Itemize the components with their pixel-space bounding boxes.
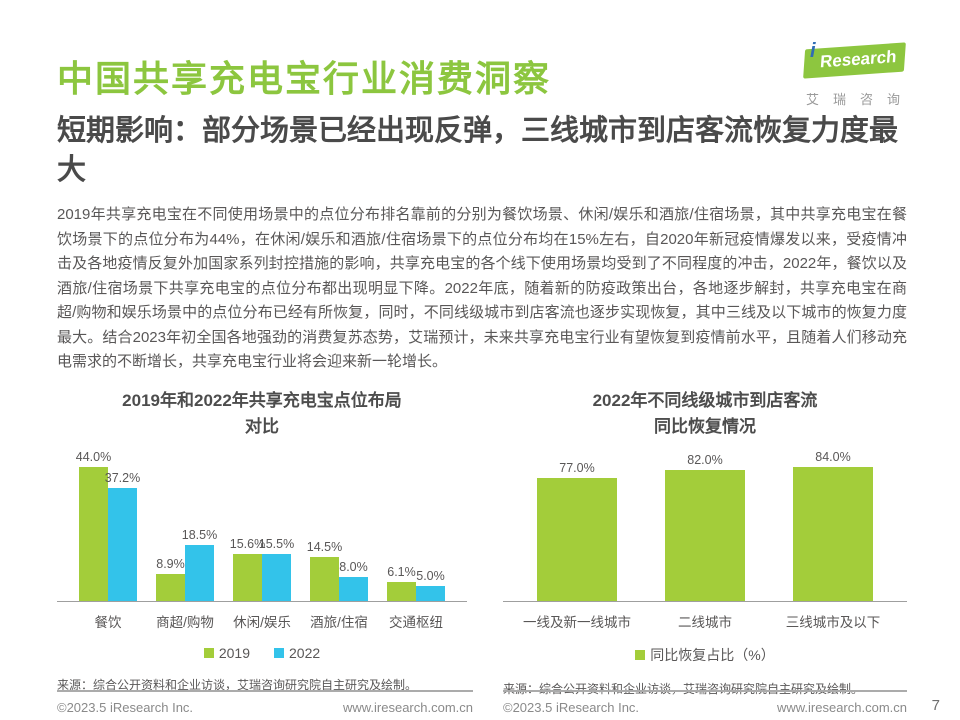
website-text: www.iresearch.com.cn (776, 700, 907, 715)
legend-item: 同比恢复占比（%） (635, 645, 775, 665)
bar-column: 44.0% (75, 450, 112, 601)
bar-group: 6.1% 5.0% (387, 565, 445, 601)
bar (79, 467, 108, 601)
chart-point-distribution: 2019年和2022年共享充电宝点位布局 对比 44.0% 37.2% 8.9% 18… (57, 388, 467, 693)
legend-swatch (203, 648, 214, 658)
bar-value-label: 77.0% (559, 461, 595, 476)
bar (233, 553, 262, 601)
bar-group: 77.0% (537, 461, 617, 601)
bar-value-label: 15.6% (229, 536, 266, 551)
bar-value-label: 18.5% (181, 527, 218, 542)
chart-title-line-1: 2019年和2022年共享充电宝点位布局 (122, 391, 402, 410)
x-axis-labels: 餐饮 商超/购物 休闲/娱乐 酒旅/住宿 交通枢纽 (57, 611, 467, 631)
bar-column: 15.5% (258, 536, 295, 601)
source-note: 来源：综合公开资料和企业访谈，艾瑞咨询研究院自主研究及绘制。 (57, 678, 418, 692)
legend-label: 2019 (218, 645, 250, 661)
bar-column: 37.2% (104, 470, 141, 601)
bar-group: 82.0% (665, 453, 745, 601)
bar-group: 84.0% (793, 450, 873, 601)
bar (416, 585, 445, 601)
bar-group: 15.6% 15.5% (229, 536, 295, 601)
logo-banner: Research (803, 42, 906, 79)
bar-value-label: 5.0% (416, 568, 445, 583)
copyright-text: ©2023.5 iResearch Inc. (503, 700, 640, 715)
bar-column: 5.0% (416, 569, 445, 601)
legend: 2019 2022 (57, 645, 467, 661)
x-axis-label: 休闲/娱乐 (233, 615, 291, 630)
bar-group: 8.9% 18.5% (156, 527, 218, 601)
bar-column: 84.0% (793, 450, 873, 601)
bar-value-label: 6.1% (387, 565, 416, 580)
bar (185, 544, 214, 601)
bar (310, 556, 339, 601)
chart-title: 2022年不同线级城市到店客流 同比恢复情况 (503, 388, 907, 440)
footer-left: ©2023.5 iResearch Inc. www.iresearch.com… (57, 690, 473, 715)
logo-i-letter: i (810, 40, 816, 62)
website-text: www.iresearch.com.cn (342, 700, 473, 715)
x-axis-label: 一线及新一线城市 (523, 615, 631, 630)
page-title: 中国共享充电宝行业消费洞察 (57, 58, 552, 99)
logo-banner-row: i Research (803, 40, 908, 79)
bar (262, 553, 291, 601)
chart-title-line-1: 2022年不同线级城市到店客流 (592, 391, 818, 410)
bar-column: 14.5% (306, 539, 343, 601)
x-axis-label: 商超/购物 (156, 615, 214, 630)
bar-value-label: 84.0% (815, 450, 851, 464)
iresearch-logo: i Research 艾瑞咨询 (803, 40, 915, 108)
bar-column: 8.9% (156, 557, 185, 601)
bar-value-label: 14.5% (306, 539, 343, 554)
page-number: 7 (931, 697, 940, 714)
bar (793, 467, 873, 601)
plot-area: 44.0% 37.2% 8.9% 18.5% 15.6% 15.5% 14.5% 8.0% 6.… (57, 444, 467, 602)
bar-value-label: 15.5% (258, 536, 295, 551)
x-axis-label: 餐饮 (94, 615, 122, 630)
x-axis-labels: 一线及新一线城市 二线城市 三线城市及以下 (503, 611, 907, 631)
chart-title: 2019年和2022年共享充电宝点位布局 对比 (57, 388, 467, 440)
bar (339, 576, 368, 601)
plot-area: 77.0% 82.0% 84.0% (503, 444, 907, 602)
source-note: 来源：综合公开资料和企业访谈，艾瑞咨询研究院自主研究及绘制。 (503, 682, 864, 696)
legend-label: 2022 (289, 645, 321, 661)
bar-value-label: 82.0% (687, 453, 723, 468)
section-heading: 短期影响：部分场景已经出现反弹，三线城市到店客流恢复力度最大 (57, 115, 899, 186)
x-axis-label: 交通枢纽 (389, 615, 443, 630)
chart-city-recovery: 2022年不同线级城市到店客流 同比恢复情况 77.0% 82.0% 84.0% 一… (503, 388, 907, 697)
bar-column: 82.0% (665, 453, 745, 601)
chart-title-line-2: 同比恢复情况 (654, 417, 756, 436)
logo-chinese-name: 艾瑞咨询 (806, 92, 915, 107)
legend: 同比恢复占比（%） (503, 645, 907, 665)
bar-column: 6.1% (387, 565, 416, 601)
bar (537, 478, 617, 601)
legend-label: 同比恢复占比（%） (650, 647, 775, 663)
x-axis-label: 三线城市及以下 (785, 615, 881, 630)
bar-value-label: 44.0% (75, 450, 112, 464)
bar (108, 487, 137, 601)
bar-group: 14.5% 8.0% (306, 539, 368, 601)
bar-group: 44.0% 37.2% (75, 450, 141, 601)
x-axis-label: 酒旅/住宿 (310, 615, 368, 630)
bar (387, 582, 416, 601)
bar-column: 8.0% (339, 560, 368, 601)
legend-item: 2022 (274, 645, 320, 661)
body-paragraph: 2019年共享充电宝在不同使用场景中的点位分布排名靠前的分别为餐饮场景、休闲/娱… (57, 206, 907, 370)
bar-value-label: 8.0% (339, 559, 368, 574)
bar-column: 18.5% (181, 527, 218, 601)
bar (156, 573, 185, 601)
bar-column: 15.6% (229, 536, 266, 601)
legend-item: 2019 (203, 645, 250, 661)
bar (665, 470, 745, 601)
bar-value-label: 37.2% (104, 470, 141, 485)
bar-column: 77.0% (537, 461, 617, 601)
legend-swatch (274, 648, 284, 658)
x-axis-label: 二线城市 (678, 615, 732, 630)
copyright-text: ©2023.5 iResearch Inc. (57, 700, 194, 715)
legend-swatch (635, 650, 646, 660)
footer-right: ©2023.5 iResearch Inc. www.iresearch.com… (503, 690, 907, 715)
bar-value-label: 8.9% (156, 556, 185, 571)
chart-title-line-2: 对比 (245, 417, 279, 436)
